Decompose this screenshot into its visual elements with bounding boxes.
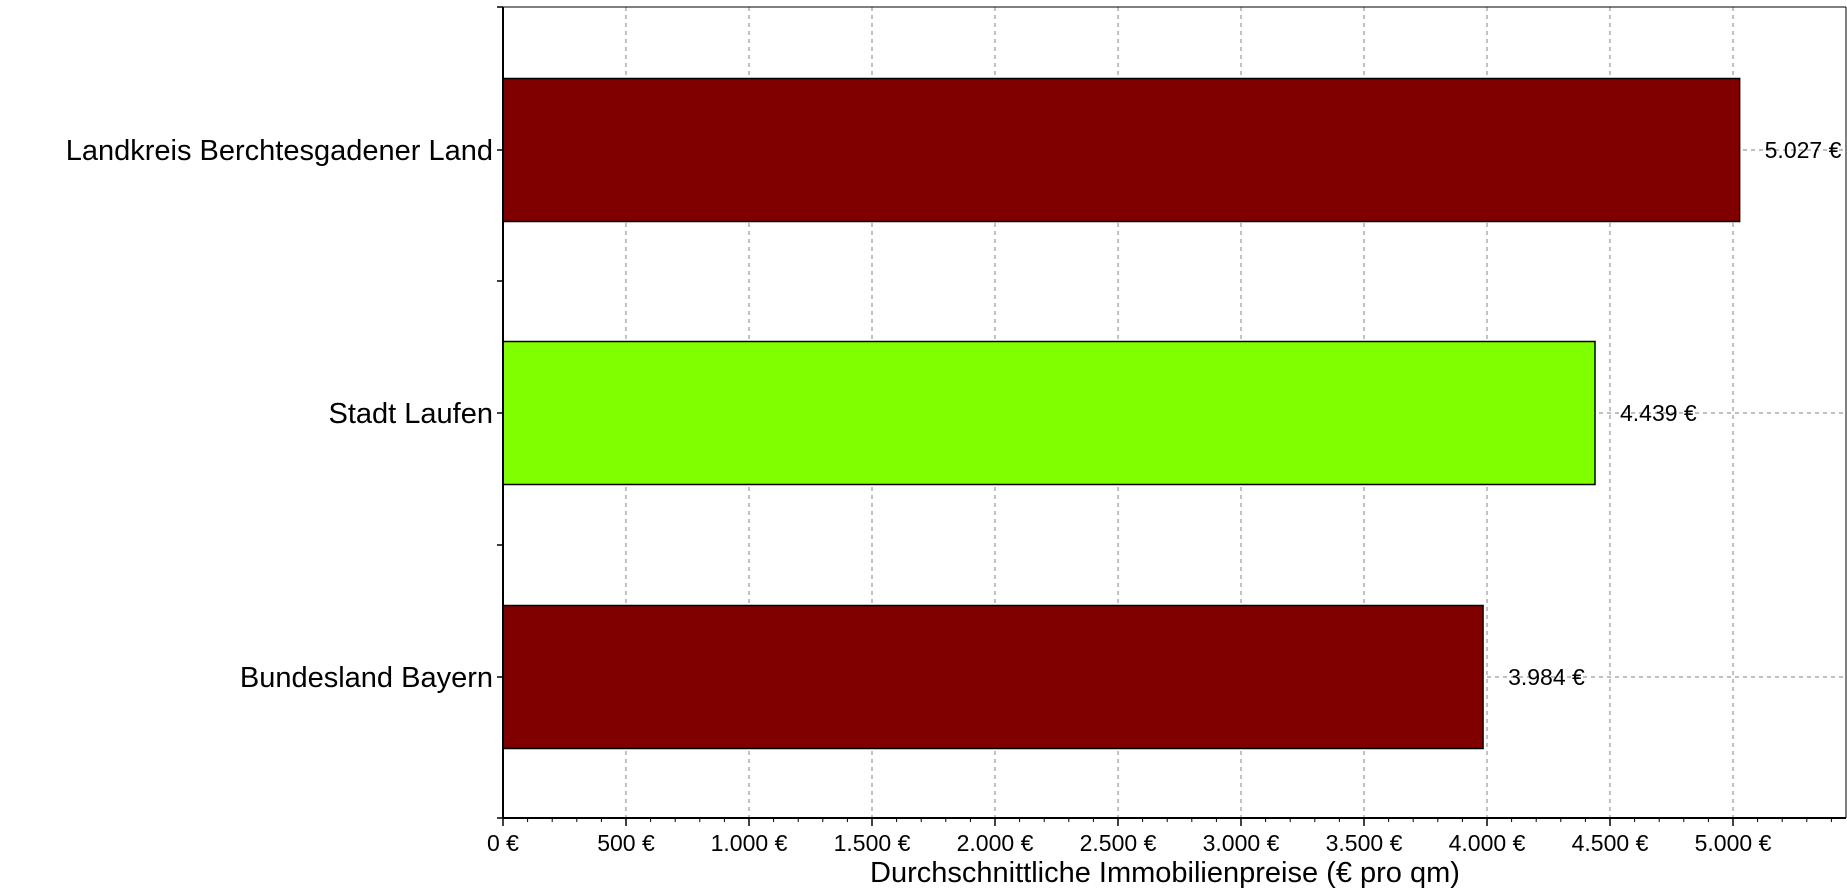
data-label-0: 5.027 € [1765,137,1842,163]
bar-1 [502,340,1596,486]
data-label-1: 4.439 € [1620,400,1697,426]
x-tick-label-0: 0 € [487,830,519,856]
x-tick-label-7: 3.500 € [1326,830,1403,856]
labels: 0 € 500 € 1.000 € 1.500 € 2.000 € 2.500 € 3.00… [66,135,1842,856]
x-tick-label-9: 4.500 € [1572,830,1649,856]
x-tick-label-1: 500 € [597,830,655,856]
axes [497,6,1847,826]
x-axis-title: Durchschnittliche Immobilienpreise (€ pr… [870,857,1460,889]
bar-2 [502,604,1484,750]
x-tick-label-5: 2.500 € [1080,830,1157,856]
x-tick-label-6: 3.000 € [1203,830,1280,856]
category-label-0: Landkreis Berchtesgadener Land [66,135,493,167]
data-label-2: 3.984 € [1508,664,1585,690]
bars [502,77,1741,750]
x-tick-label-10: 5.000 € [1695,830,1772,856]
bar-0 [502,77,1741,223]
category-label-1: Stadt Laufen [329,398,493,430]
x-tick-label-3: 1.500 € [834,830,911,856]
x-tick-label-2: 1.000 € [711,830,788,856]
x-tick-label-4: 2.000 € [957,830,1034,856]
category-label-2: Bundesland Bayern [240,662,493,694]
x-tick-label-8: 4.000 € [1449,830,1526,856]
